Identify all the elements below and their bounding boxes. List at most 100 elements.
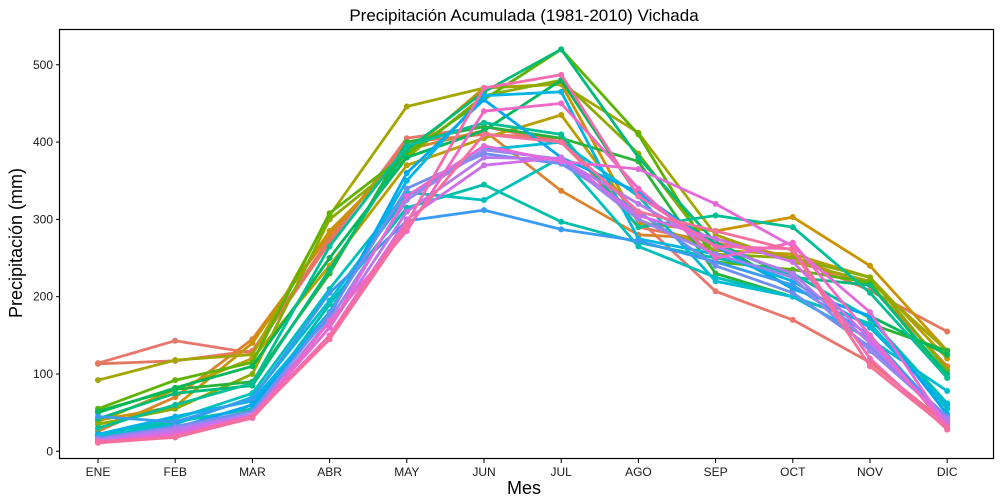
series-line xyxy=(96,208,949,424)
y-tick-label: 0 xyxy=(46,444,53,458)
data-point xyxy=(326,227,333,234)
data-point xyxy=(172,390,179,397)
x-tick-label: MAY xyxy=(394,465,419,479)
data-point xyxy=(558,226,565,233)
x-tick-label: SEP xyxy=(704,465,728,479)
data-point xyxy=(481,119,487,126)
data-point xyxy=(789,258,796,265)
data-point xyxy=(249,340,256,347)
data-point xyxy=(635,166,642,173)
data-point xyxy=(403,177,410,184)
y-tick-label: 400 xyxy=(33,135,53,149)
data-point xyxy=(481,154,487,161)
x-axis-title: Mes xyxy=(507,478,541,498)
data-point xyxy=(944,351,951,358)
data-point xyxy=(481,84,487,91)
data-point xyxy=(172,384,179,391)
data-point xyxy=(249,380,256,387)
data-point xyxy=(326,266,333,273)
y-tick-label: 300 xyxy=(33,212,53,226)
data-point xyxy=(867,363,873,370)
data-point xyxy=(326,297,333,304)
data-point xyxy=(249,370,256,377)
series-line xyxy=(96,156,949,442)
data-point xyxy=(789,316,796,323)
data-point xyxy=(867,332,873,339)
data-point xyxy=(712,262,719,269)
data-point xyxy=(867,282,873,289)
data-point xyxy=(481,96,487,103)
data-point xyxy=(635,243,642,250)
data-point xyxy=(558,131,565,138)
data-point xyxy=(558,139,565,146)
series-line xyxy=(96,148,949,442)
data-point xyxy=(944,328,951,335)
series xyxy=(95,154,951,439)
data-point xyxy=(172,413,179,420)
x-tick-label: NOV xyxy=(857,465,883,479)
series xyxy=(95,154,951,444)
data-point xyxy=(944,387,951,394)
x-tick-label: AGO xyxy=(625,465,652,479)
data-point xyxy=(867,355,873,362)
data-point xyxy=(95,360,101,367)
axis-layer: 0 100 200 300 400 500 ENE FEB MAR ABR MAY JUN JUL AGO… xyxy=(33,58,958,479)
data-point xyxy=(481,131,487,138)
data-point xyxy=(172,377,179,384)
data-point xyxy=(249,351,256,358)
data-point xyxy=(403,154,410,161)
data-point xyxy=(712,278,719,285)
series-line xyxy=(96,183,949,436)
data-point xyxy=(867,274,873,281)
data-point xyxy=(635,224,642,231)
series-line xyxy=(96,144,949,444)
data-point xyxy=(635,208,642,215)
data-point xyxy=(481,108,487,115)
data-point xyxy=(712,200,719,207)
data-point xyxy=(867,347,873,354)
data-point xyxy=(403,224,410,231)
x-tick-label: ENE xyxy=(86,465,111,479)
data-point xyxy=(712,235,719,242)
data-point xyxy=(403,193,410,200)
data-point xyxy=(403,103,410,110)
data-point xyxy=(789,270,796,277)
data-point xyxy=(944,425,951,432)
data-point xyxy=(558,88,565,95)
series-line xyxy=(96,78,949,426)
data-point xyxy=(172,337,179,344)
chart-title: Precipitación Acumulada (1981-2010) Vich… xyxy=(349,6,699,25)
data-point xyxy=(712,227,719,234)
x-tick-label: MAR xyxy=(239,465,266,479)
x-tick-label: JUN xyxy=(472,465,495,479)
x-tick-label: JUL xyxy=(551,465,573,479)
data-point xyxy=(635,193,642,200)
data-point xyxy=(789,239,796,246)
data-point xyxy=(326,255,333,262)
data-point xyxy=(635,154,642,161)
x-tick-label: FEB xyxy=(164,465,187,479)
data-point xyxy=(172,434,179,441)
x-tick-label: DIC xyxy=(937,465,958,479)
data-point xyxy=(95,439,101,446)
data-point xyxy=(558,46,565,53)
data-point xyxy=(789,224,796,231)
y-tick-label: 100 xyxy=(33,367,53,381)
data-point xyxy=(326,210,333,217)
data-point xyxy=(403,208,410,215)
data-point xyxy=(95,413,101,420)
data-point xyxy=(326,318,333,325)
data-point xyxy=(635,238,642,245)
data-point xyxy=(95,377,101,384)
data-point xyxy=(249,401,256,408)
data-point xyxy=(326,243,333,250)
data-point xyxy=(403,162,410,169)
data-point xyxy=(712,288,719,295)
x-tick-label: OCT xyxy=(780,465,806,479)
data-point xyxy=(172,357,179,364)
y-tick-label: 500 xyxy=(33,58,53,72)
data-point xyxy=(481,142,487,149)
plot-panel-border xyxy=(58,28,995,460)
data-point xyxy=(712,243,719,250)
